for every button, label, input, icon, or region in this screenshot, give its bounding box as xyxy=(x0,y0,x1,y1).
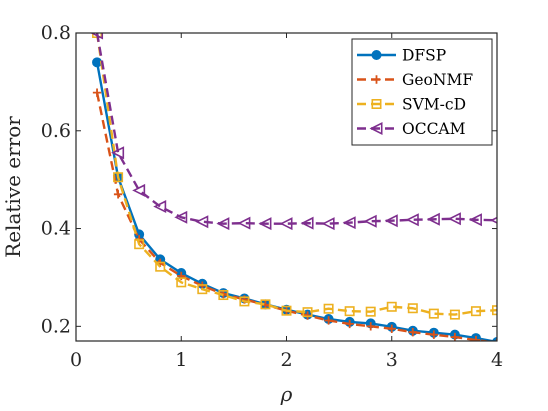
x-tick-label: 3 xyxy=(386,349,398,371)
data-point-svm-cd xyxy=(365,306,376,317)
legend-marker-svm-cd xyxy=(371,99,382,110)
data-point-geonmf xyxy=(366,322,375,331)
data-point-svm-cd xyxy=(428,308,439,319)
data-point-svm-cd xyxy=(470,306,481,317)
legend-marker-dfsp xyxy=(371,49,382,60)
data-point-svm-cd xyxy=(155,261,166,272)
y-tick-label: 0.8 xyxy=(41,22,71,44)
series-svm-cd xyxy=(92,33,497,320)
data-point-geonmf xyxy=(92,88,102,97)
data-point-occam xyxy=(90,33,104,40)
data-point-svm-cd xyxy=(407,303,418,314)
data-point-svm-cd xyxy=(449,309,460,320)
data-point-occam xyxy=(111,146,125,160)
y-axis-label: Relative error xyxy=(1,116,25,258)
data-point-geonmf xyxy=(429,330,439,339)
data-point-occam xyxy=(216,217,230,231)
data-point-svm-cd xyxy=(218,290,229,301)
legend-label-svm-cd: SVM-cD xyxy=(402,96,466,114)
data-point-occam xyxy=(342,216,356,230)
data-point-occam xyxy=(363,214,377,228)
y-tick-label: 0.2 xyxy=(41,315,71,337)
data-point-occam xyxy=(405,213,419,227)
data-point-svm-cd xyxy=(323,303,334,314)
data-point-occam xyxy=(258,217,272,231)
data-point-geonmf xyxy=(345,319,354,329)
data-point-svm-cd xyxy=(197,284,208,295)
data-point-geonmf xyxy=(387,324,396,333)
data-point-geonmf xyxy=(471,335,481,341)
data-point-svm-cd xyxy=(344,306,355,317)
x-axis-label: ρ xyxy=(280,382,293,406)
legend: DFSP GeoNMF SVM-cD OCCAM xyxy=(351,38,493,146)
data-point-occam xyxy=(321,217,335,231)
data-point-geonmf xyxy=(450,332,460,341)
data-point-occam xyxy=(132,183,146,197)
data-point-geonmf xyxy=(408,328,417,337)
series-line-svm-cd xyxy=(95,33,497,316)
data-point-svm-cd xyxy=(302,307,313,318)
axis-ticks: 0 1 2 3 4 0.2 0.4 0.6 0.8 xyxy=(41,22,503,371)
data-point-occam xyxy=(447,212,461,226)
x-tick-label: 0 xyxy=(70,349,82,371)
data-point-occam xyxy=(195,215,209,229)
data-point-geonmf xyxy=(113,190,123,199)
data-point-dfsp xyxy=(92,57,103,68)
data-point-svm-cd xyxy=(176,277,187,288)
data-point-occam xyxy=(300,216,314,230)
series-layer xyxy=(90,33,497,341)
data-point-occam xyxy=(468,213,482,227)
x-tick-label: 4 xyxy=(491,349,503,371)
data-point-occam xyxy=(426,212,440,226)
data-point-svm-cd xyxy=(281,305,292,316)
y-tick-label: 0.6 xyxy=(41,120,71,142)
data-point-geonmf xyxy=(324,316,333,325)
data-point-svm-cd xyxy=(386,301,397,312)
data-point-occam xyxy=(174,210,188,224)
legend-label-occam: OCCAM xyxy=(402,120,466,138)
x-tick-label: 1 xyxy=(175,349,187,371)
data-point-svm-cd xyxy=(134,239,145,250)
legend-marker-geonmf xyxy=(372,75,381,84)
data-point-svm-cd xyxy=(239,296,250,307)
legend-label-geonmf: GeoNMF xyxy=(402,71,473,89)
data-point-occam xyxy=(153,200,167,214)
plot-frame xyxy=(75,32,498,342)
data-point-occam xyxy=(237,216,251,230)
data-point-occam xyxy=(384,214,398,228)
legend-label-dfsp: DFSP xyxy=(402,47,446,65)
legend-marker-occam xyxy=(369,122,383,135)
data-point-occam xyxy=(279,217,293,231)
series-occam xyxy=(90,33,497,231)
data-point-svm-cd xyxy=(260,299,271,310)
y-tick-label: 0.4 xyxy=(41,218,71,240)
data-point-svm-cd xyxy=(113,172,124,183)
x-tick-label: 2 xyxy=(280,349,292,371)
